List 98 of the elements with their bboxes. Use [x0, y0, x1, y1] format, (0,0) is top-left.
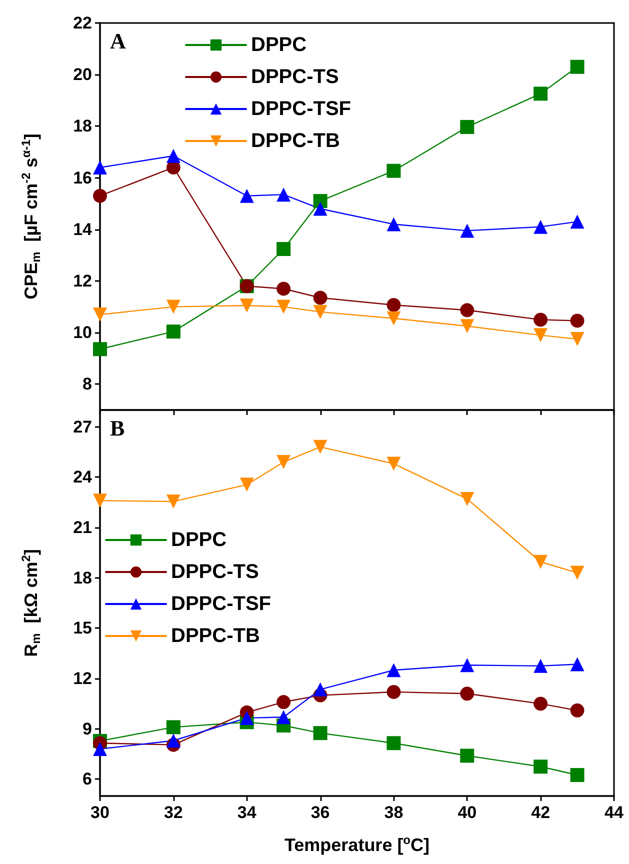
- point: [386, 456, 401, 471]
- point: [386, 217, 401, 232]
- y-tick-label: 12: [73, 272, 92, 290]
- point: [166, 324, 180, 339]
- point: [460, 686, 474, 701]
- point: [534, 760, 548, 774]
- legend-label: DPPC-TB: [251, 130, 340, 152]
- point: [240, 188, 254, 203]
- legend-label: DPPC: [171, 529, 227, 551]
- point: [386, 298, 401, 312]
- y-tick-label: 24: [73, 468, 93, 487]
- y-tick-label: 14: [73, 220, 93, 239]
- point: [386, 663, 401, 678]
- y-tick-label: 10: [73, 323, 92, 342]
- y-axis-title: Rm [kΩ cm2]: [19, 549, 43, 657]
- point: [570, 314, 584, 328]
- point: [276, 242, 291, 256]
- point: [570, 60, 584, 74]
- point: [534, 86, 548, 101]
- point: [534, 554, 548, 569]
- point: [386, 684, 401, 699]
- y-tick-label: 12: [73, 669, 92, 688]
- point: [93, 160, 107, 174]
- y-tick-label: 21: [73, 518, 92, 537]
- x-tick-label: 40: [458, 803, 477, 822]
- y-tick-label: 27: [73, 417, 92, 436]
- point: [276, 695, 291, 710]
- point: [276, 188, 291, 202]
- x-tick-label: 32: [164, 803, 183, 822]
- point: [534, 220, 548, 234]
- legend-label: DPPC-TB: [171, 625, 260, 647]
- point: [460, 224, 474, 238]
- point: [276, 300, 291, 314]
- point: [570, 657, 584, 672]
- legend-label: DPPC-TS: [251, 66, 339, 88]
- point: [166, 148, 180, 163]
- annotation: B: [110, 416, 125, 440]
- point: [166, 720, 180, 734]
- point: [240, 710, 254, 725]
- y-tick-label: 8: [82, 374, 92, 394]
- y-tick-label: 18: [73, 568, 92, 588]
- point: [570, 566, 584, 580]
- point: [93, 494, 107, 508]
- point: [313, 194, 328, 208]
- point: [240, 298, 254, 313]
- point: [240, 478, 254, 492]
- point: [386, 164, 401, 178]
- point: [386, 736, 401, 750]
- legend-label: DPPC-TSF: [171, 593, 271, 615]
- point: [313, 726, 328, 740]
- y-tick-label: 16: [73, 168, 92, 188]
- point: [460, 120, 474, 134]
- y-tick-label: 18: [73, 116, 92, 136]
- point: [93, 342, 107, 356]
- point: [534, 328, 548, 342]
- x-tick-label: 36: [310, 803, 330, 822]
- y-axis-title: CPEm [µF cm-2 sα-1]: [19, 134, 43, 300]
- y-tick-label: 6: [82, 770, 92, 789]
- point: [460, 492, 474, 506]
- y-tick-label: 9: [82, 719, 92, 738]
- x-tick-label: 30: [90, 803, 110, 822]
- point: [276, 282, 291, 296]
- point: [166, 300, 180, 314]
- annotation: A: [110, 28, 126, 54]
- point: [166, 494, 180, 508]
- point: [570, 332, 584, 346]
- point: [570, 768, 584, 782]
- x-tick-label: 34: [237, 803, 257, 822]
- point: [460, 303, 474, 318]
- point: [313, 304, 328, 319]
- point: [313, 440, 328, 454]
- point: [276, 455, 291, 470]
- point: [460, 319, 474, 334]
- point: [570, 214, 584, 229]
- y-tick-label: 22: [73, 14, 92, 32]
- point: [166, 734, 180, 748]
- point: [93, 188, 107, 203]
- point: [534, 312, 548, 327]
- point: [570, 703, 584, 718]
- x-tick-label: 44: [604, 803, 624, 822]
- x-tick-label: 38: [384, 803, 404, 822]
- y-tick-label: 20: [73, 65, 92, 84]
- point: [386, 311, 401, 326]
- point: [93, 308, 107, 322]
- point: [276, 710, 291, 724]
- legend-label: DPPC-TS: [171, 561, 259, 583]
- x-tick-label: 42: [531, 803, 550, 822]
- point: [313, 290, 328, 305]
- point: [93, 742, 107, 756]
- y-tick-label: 15: [73, 618, 92, 638]
- legend-label: DPPC: [251, 34, 307, 56]
- point: [534, 696, 548, 711]
- point: [534, 658, 548, 673]
- point: [460, 748, 474, 763]
- point: [313, 682, 328, 696]
- point: [460, 658, 474, 672]
- point: [313, 202, 328, 216]
- legend-label: DPPC-TSF: [251, 98, 351, 120]
